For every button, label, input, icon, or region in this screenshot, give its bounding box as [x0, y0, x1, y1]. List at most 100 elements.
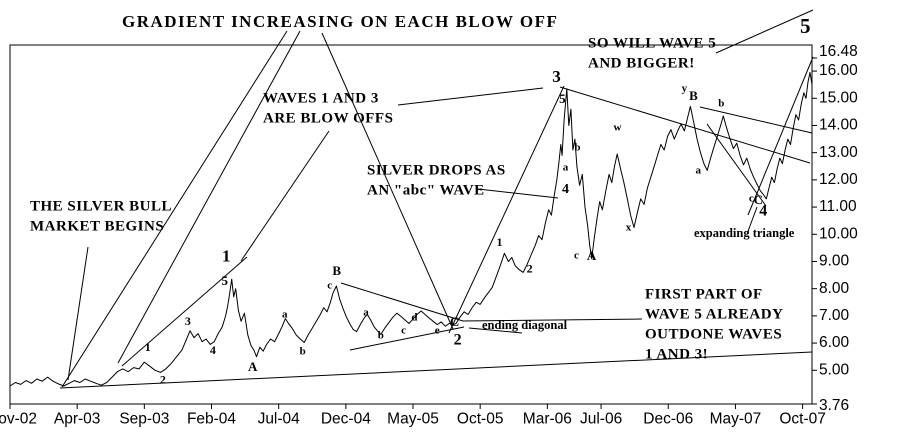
wave-label: b: [574, 142, 580, 154]
callout-line: [397, 87, 544, 106]
callout-line: [59, 351, 813, 389]
callout-line: [715, 9, 814, 54]
wave-label: C: [754, 192, 763, 207]
wave-label: A: [587, 248, 597, 263]
annotation-ending-diagonal: ending diagonal: [482, 318, 568, 332]
x-axis-tick-label: Jul-04: [258, 410, 301, 427]
x-axis-tick-label: Dec-06: [643, 410, 693, 427]
y-axis-tick-label: 8.00: [819, 280, 850, 297]
annotation-big-5: 5: [800, 14, 811, 38]
callout-line: [121, 256, 248, 367]
y-axis-tick-label: 9.00: [819, 253, 850, 270]
y-axis-tick-label: 16.00: [819, 62, 858, 79]
wave-label: c: [749, 192, 754, 204]
wave-label: 3: [552, 67, 561, 86]
annotation-first-part-wave5: 1 AND 3!: [645, 346, 708, 362]
wave-label: 3: [185, 314, 191, 328]
annotation-so-will-wave5: AND BIGGER!: [588, 56, 695, 72]
y-axis-tick-label: 6.00: [819, 334, 850, 351]
y-axis-tick-label: 13.00: [819, 144, 858, 161]
wave-label: 1: [497, 235, 503, 249]
y-axis-tick-label: 7.00: [819, 307, 850, 324]
wave-label: 2: [160, 373, 166, 387]
annotation-silver-drops-abc: AN "abc" WAVE: [367, 183, 485, 199]
wave-label: C: [450, 314, 459, 329]
annotation-silver-drops-abc: SILVER DROPS AS: [367, 163, 506, 179]
wave-label: b: [718, 98, 724, 110]
wave-label: 4: [210, 343, 216, 357]
y-axis-tick-label: 11.00: [819, 198, 857, 215]
y-axis-tick-label: 14.00: [819, 117, 858, 134]
callout-line: [477, 188, 559, 199]
y-axis-tick-label: 15.00: [819, 89, 858, 106]
wave-label: w: [614, 121, 622, 133]
callout-line: [321, 32, 454, 330]
wave-label: 4: [759, 203, 767, 220]
callout-line: [349, 326, 465, 351]
price-line: [9, 71, 813, 387]
x-axis-tick-label: Apr-03: [54, 410, 101, 427]
wave-label: 2: [454, 332, 462, 349]
annotation-bull-market-begins: THE SILVER BULL: [30, 199, 172, 215]
annotation-waves-1-and-3: ARE BLOW OFFS: [263, 111, 393, 127]
callout-line: [746, 206, 758, 235]
x-axis-tick-label: Mar-06: [523, 410, 572, 427]
x-axis-tick-label: Feb-04: [187, 410, 236, 427]
wave-label: B: [689, 88, 698, 103]
x-axis-tick-label: May-07: [710, 410, 762, 427]
wave-label: 4: [562, 182, 569, 197]
wave-label: 2: [527, 262, 533, 276]
x-axis-tick-label: May-05: [387, 410, 439, 427]
callout-line: [462, 318, 643, 322]
wave-label: 5: [222, 273, 229, 288]
callout-line: [61, 30, 288, 388]
y-axis-tick-label: 10.00: [819, 225, 858, 242]
x-axis-tick-label: Oct-05: [457, 410, 504, 427]
wave-label: a: [696, 164, 702, 176]
plot-border: [9, 44, 813, 405]
wave-label: y: [682, 83, 688, 95]
annotation-expanding-triangle: expanding triangle: [694, 226, 795, 240]
x-axis-tick-label: Oct-07: [779, 410, 826, 427]
callout-line: [117, 30, 301, 364]
wave-label: a: [282, 309, 288, 321]
wave-label: b: [300, 346, 306, 358]
annotation-first-part-wave5: FIRST PART OF: [645, 287, 763, 303]
wave-label: e: [435, 324, 440, 336]
y-axis-tick-label: 12.00: [819, 171, 858, 188]
y-axis-tick-label: 3.76: [819, 397, 849, 414]
x-axis-tick-label: Sep-03: [119, 410, 169, 427]
annotation-so-will-wave5: SO WILL WAVE 5: [588, 36, 716, 52]
wave-label: a: [563, 161, 569, 173]
wave-label: A: [248, 359, 258, 374]
wave-label: 1: [222, 246, 231, 265]
wave-label: c: [574, 250, 579, 262]
callout-line: [67, 246, 89, 381]
wave-label: b: [378, 330, 384, 342]
x-axis-tick-label: Nov-02: [0, 410, 37, 427]
wave-label: x: [626, 222, 632, 234]
callout-line: [240, 130, 330, 262]
callout-line: [448, 85, 565, 334]
wave-label: B: [332, 263, 341, 278]
wave-label: c: [401, 324, 406, 336]
wave-label: c: [327, 280, 332, 292]
wave-label: 1: [145, 340, 151, 354]
annotation-gradient-title: GRADIENT INCREASING ON EACH BLOW OFF: [122, 12, 558, 31]
annotation-first-part-wave5: OUTDONE WAVES: [645, 326, 782, 342]
wave-label: a: [363, 307, 369, 319]
annotation-waves-1-and-3: WAVES 1 AND 3: [263, 91, 379, 107]
y-axis-tick-label: 16.48: [819, 43, 858, 60]
callout-line: [559, 86, 811, 164]
annotation-bull-market-begins: MARKET BEGINS: [30, 219, 164, 235]
callout-line: [340, 282, 464, 322]
wave-label: 5: [559, 91, 566, 106]
x-axis-tick-label: Dec-04: [321, 410, 371, 427]
x-axis-tick-label: Jul-06: [580, 410, 622, 427]
callout-line: [468, 327, 523, 334]
wave-label: d: [411, 312, 417, 324]
y-axis-tick-label: 5.00: [819, 361, 850, 378]
annotation-first-part-wave5: WAVE 5 ALREADY: [645, 307, 783, 323]
